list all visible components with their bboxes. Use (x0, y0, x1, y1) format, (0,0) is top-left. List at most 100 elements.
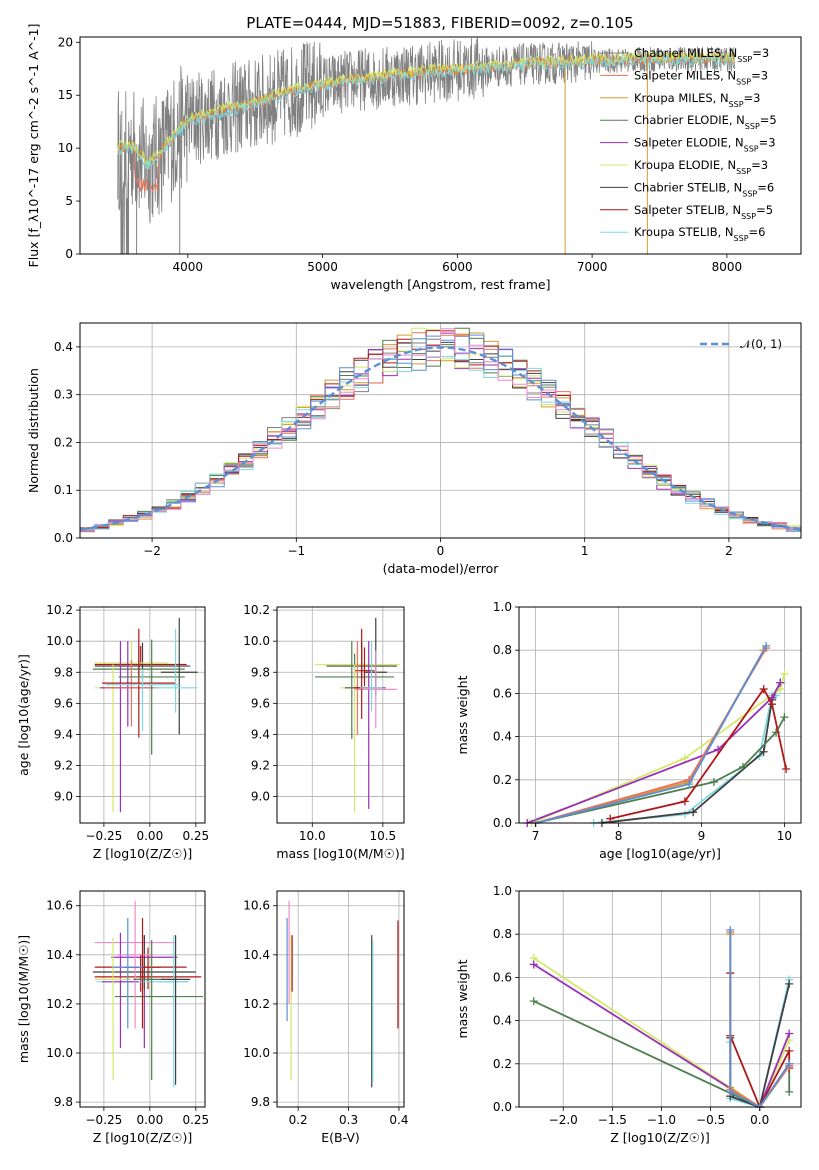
histogram-step-series (80, 328, 801, 532)
x-tick-label: 0.2 (289, 1113, 308, 1127)
weight-point-marker (689, 808, 698, 817)
legend-label-subscript: SSP (745, 122, 760, 131)
y-tick-label: 0.1 (54, 483, 73, 497)
weight-point-marker (785, 979, 794, 988)
normal-curve (79, 346, 802, 531)
y-axis-label: mass weight (455, 675, 470, 754)
x-tick-label: −2.0 (549, 1113, 578, 1127)
legend-label-subscript: SSP (742, 189, 757, 198)
y-tick-label: 10.2 (46, 997, 73, 1011)
weight-point-marker (606, 814, 615, 823)
y-tick-label: 0.4 (493, 1014, 512, 1028)
y-tick-label: 0.6 (493, 686, 512, 700)
weight-point-marker (759, 685, 768, 694)
legend-label-subscript: SSP (741, 211, 756, 220)
weight-series-line (729, 929, 790, 1109)
errorbar-point (102, 628, 176, 738)
legend-label-text: =3 (759, 136, 776, 150)
y-tick-label: 0.0 (493, 1100, 512, 1114)
x-tick-label: 8000 (712, 260, 743, 274)
legend-label: Chabrier MILES, NSSP=3 (634, 46, 769, 64)
legend-label-subscript: SSP (734, 234, 749, 243)
x-tick-label: 7000 (577, 260, 608, 274)
weight-point-marker (759, 747, 768, 756)
x-tick-label: 10 (777, 829, 792, 843)
x-axis-label: age [log10(age/yr)] (599, 846, 721, 861)
mass-vs-ebv-panel: 0.2 0.3 0.4 9.8 10.0 10.2 10.4 10.6 E(B-V) (243, 890, 409, 1145)
errorbar-point (118, 639, 185, 755)
y-tick-label: 9.8 (54, 665, 73, 679)
weight-point-marker (680, 797, 689, 806)
errorbar-point (113, 918, 143, 1029)
y-tick-label: 1.0 (493, 600, 512, 614)
errorbar-point (94, 664, 132, 813)
legend-label-text: =6 (749, 225, 766, 239)
x-tick-label: −0.5 (696, 1113, 725, 1127)
y-tick-label: 10.2 (243, 603, 270, 617)
x-tick-label: −0.25 (86, 829, 123, 843)
weight-point-marker (529, 960, 538, 969)
x-tick-label: 0.00 (136, 829, 163, 843)
x-tick-label: 2 (725, 544, 733, 558)
axes-frame (276, 890, 405, 1108)
legend-label-subscript: SSP (729, 99, 744, 108)
x-tick-label: 0.3 (339, 1113, 358, 1127)
weight-point-marker (785, 1059, 794, 1068)
errorbar-point (105, 669, 180, 732)
y-tick-label: 10.0 (243, 1046, 270, 1060)
weight-point-marker (767, 700, 776, 709)
x-tick-label: −1 (287, 544, 305, 558)
x-tick-label: 10.5 (369, 829, 396, 843)
errorbar-point (153, 628, 198, 713)
weight-point-marker (738, 762, 747, 771)
x-tick-label: 1 (581, 544, 589, 558)
x-axis-label: E(B-V) (321, 1130, 360, 1145)
x-tick-label: 6000 (442, 260, 473, 274)
x-axis-label: Z [log10(Z/Z☉)] (610, 1130, 710, 1145)
mass-vs-z-panel: −0.25 0.00 0.25 9.8 10.0 10.2 10.4 10.6 Z [log10… (16, 890, 209, 1145)
y-tick-label: 9.4 (251, 727, 270, 741)
y-tick-label: 9.2 (54, 759, 73, 773)
axes-frame (276, 606, 405, 824)
y-tick-label: 10.4 (243, 948, 270, 962)
y-tick-label: 10.0 (243, 634, 270, 648)
y-tick-label: 5 (65, 194, 73, 208)
x-tick-label: 0.4 (389, 1113, 408, 1127)
legend-label-text: Kroupa ELODIE, N (634, 158, 736, 172)
errorbar-point (100, 641, 156, 727)
residuals-legend: 𝒩(0, 1) (700, 337, 782, 351)
x-tick-label: −0.25 (86, 1113, 123, 1127)
y-tick-label: 9.0 (251, 790, 270, 804)
y-tick-label: 20 (58, 35, 73, 49)
x-tick-label: 0.25 (182, 829, 209, 843)
y-tick-label: 10.0 (46, 634, 73, 648)
legend-label-text: =3 (751, 158, 768, 172)
axes-frame (79, 890, 206, 1108)
errorbar-point (354, 628, 369, 719)
x-tick-label: 5000 (307, 260, 338, 274)
x-tick-label: 0.0 (750, 1113, 769, 1127)
weight-series (523, 678, 785, 827)
weight-point-marker (709, 777, 718, 786)
axes-frame (79, 36, 802, 255)
errorbar-point (94, 937, 132, 1080)
x-tick-label: 7 (532, 829, 540, 843)
y-tick-label: 9.4 (54, 727, 73, 741)
weight-point-marker (529, 997, 538, 1006)
model-spectrum-line (117, 54, 735, 170)
errorbar-point (133, 940, 171, 1080)
weight-point-marker (726, 925, 735, 934)
y-tick-label: 0.6 (493, 970, 512, 984)
legend-label-text: =3 (744, 91, 761, 105)
legend-label-subscript: SSP (744, 144, 759, 153)
weight-point-marker (780, 669, 789, 678)
model-spectrum-line (117, 50, 735, 167)
y-tick-label: 0.8 (493, 927, 512, 941)
legend-label: 𝒩(0, 1) (740, 337, 782, 351)
weight-point-marker (785, 1046, 794, 1055)
y-tick-label: 9.8 (54, 1095, 73, 1109)
y-tick-label: 10.2 (46, 603, 73, 617)
y-tick-label: 0.4 (493, 730, 512, 744)
